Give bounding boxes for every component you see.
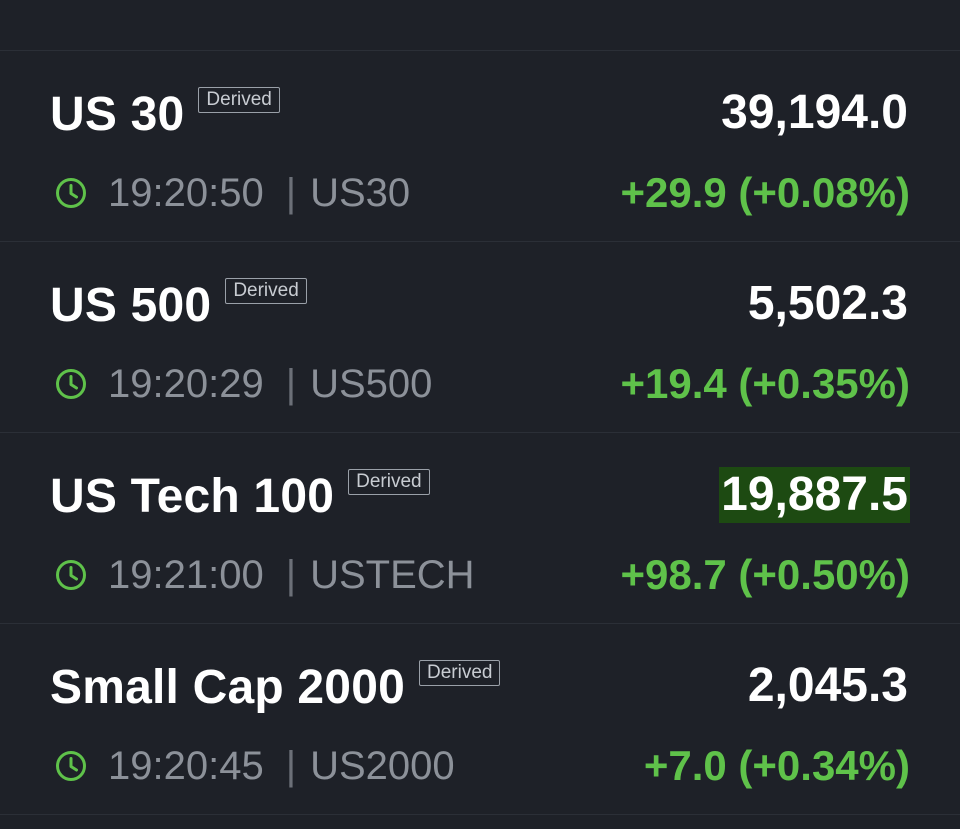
meta-separator: |	[285, 362, 297, 406]
instrument-symbol: US500	[310, 362, 433, 406]
last-update-time: 19:21:00	[108, 553, 264, 597]
clock-icon	[54, 749, 88, 783]
instrument-meta: 19:20:50 | US30	[54, 171, 410, 215]
meta-separator: |	[285, 171, 297, 215]
list-top-spacer	[0, 0, 960, 51]
derived-badge: Derived	[348, 469, 430, 495]
price-change: +98.7 (+0.50%)	[620, 551, 910, 598]
price-change: +7.0 (+0.34%)	[643, 742, 910, 789]
instrument-price: 2,045.3	[747, 659, 908, 712]
meta-separator: |	[285, 553, 297, 597]
instrument-meta: 19:20:29 | US500	[54, 362, 432, 406]
instrument-price: 39,194.0	[721, 86, 908, 139]
last-update-time: 19:20:29	[108, 362, 264, 406]
instrument-row-us500[interactable]: US 500 Derived 5,502.3 19:20:29 | US500 …	[0, 242, 960, 433]
instrument-name: Small Cap 2000	[50, 661, 405, 714]
instrument-row-ustech[interactable]: US Tech 100 Derived 19,887.5 19:21:00 | …	[0, 433, 960, 624]
instrument-name: US Tech 100	[50, 470, 335, 523]
instrument-price: 5,502.3	[747, 277, 908, 330]
instrument-title: US Tech 100 Derived	[50, 469, 430, 525]
last-update-time: 19:20:50	[108, 171, 264, 215]
meta-separator: |	[285, 744, 297, 788]
instrument-symbol: US30	[310, 171, 411, 215]
instrument-symbol: USTECH	[310, 553, 475, 597]
derived-badge: Derived	[198, 87, 280, 113]
last-update-time: 19:20:45	[108, 744, 264, 788]
instrument-name: US 30	[50, 88, 185, 141]
clock-icon	[54, 176, 88, 210]
price-change: +19.4 (+0.35%)	[620, 360, 910, 407]
instrument-name: US 500	[50, 279, 212, 332]
price-change: +29.9 (+0.08%)	[620, 169, 910, 216]
instrument-price: 19,887.5	[719, 467, 910, 523]
clock-icon	[54, 367, 88, 401]
instrument-title: US 30 Derived	[50, 87, 280, 143]
instrument-title: US 500 Derived	[50, 278, 307, 334]
instrument-title: Small Cap 2000 Derived	[50, 660, 501, 716]
clock-icon	[54, 558, 88, 592]
instrument-row-us30[interactable]: US 30 Derived 39,194.0 19:20:50 | US30 +…	[0, 51, 960, 242]
instrument-meta: 19:20:45 | US2000	[54, 744, 455, 788]
derived-badge: Derived	[225, 278, 307, 304]
instrument-row-us2000[interactable]: Small Cap 2000 Derived 2,045.3 19:20:45 …	[0, 624, 960, 815]
derived-badge: Derived	[419, 660, 501, 686]
instrument-meta: 19:21:00 | USTECH	[54, 553, 475, 597]
instrument-symbol: US2000	[310, 744, 455, 788]
